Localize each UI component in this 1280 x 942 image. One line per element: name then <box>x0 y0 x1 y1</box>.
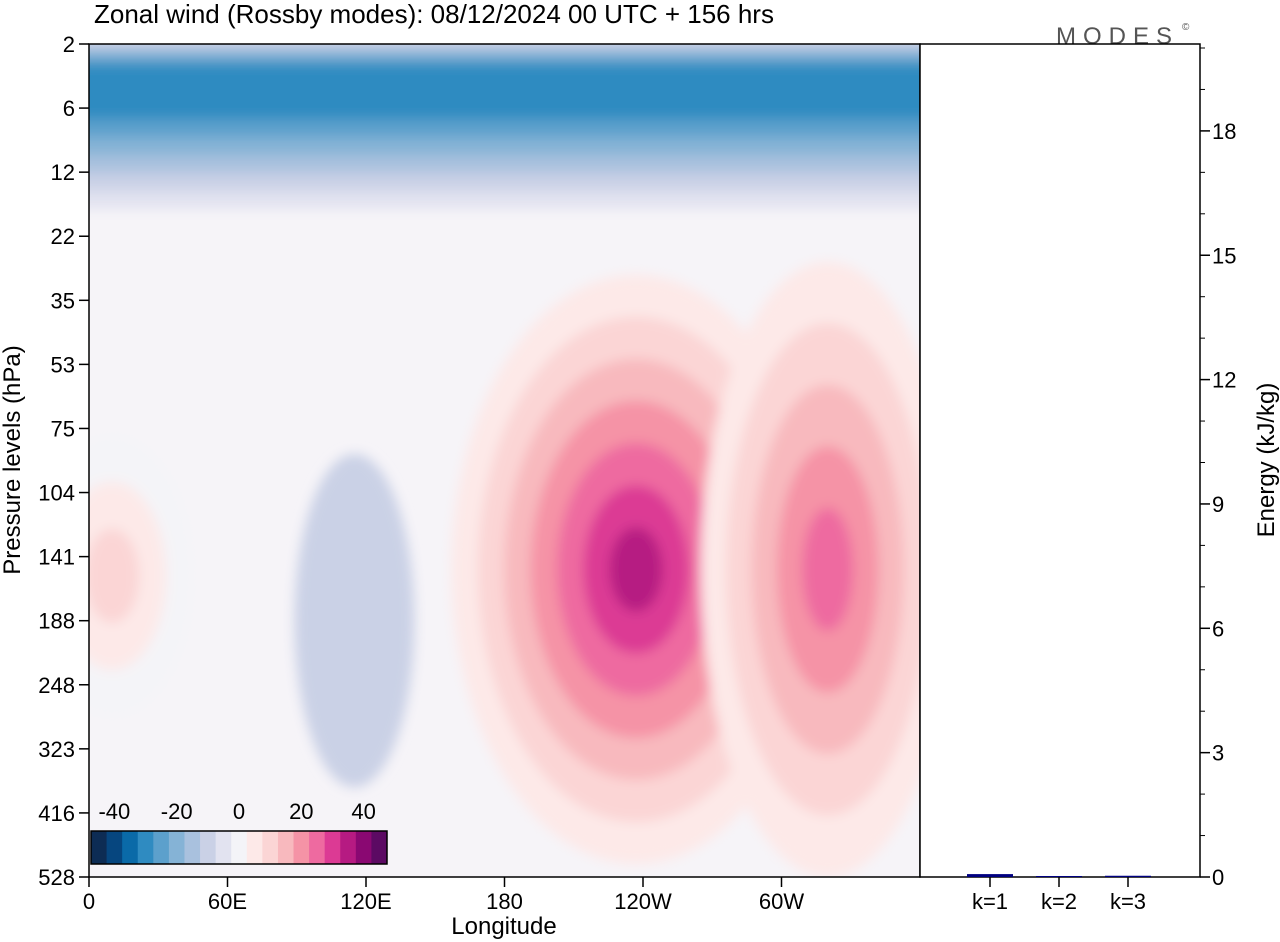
colorbar-swatch <box>168 831 185 864</box>
energy-tick-label: 3 <box>1212 741 1224 766</box>
pressure-tick-label: 53 <box>51 352 75 377</box>
heatmap-contours <box>89 44 920 877</box>
energy-axis-label: Energy (kJ/kg) <box>1253 383 1280 538</box>
wavenumber-label: k=1 <box>972 889 1008 914</box>
colorbar-tick-label: -40 <box>98 799 130 824</box>
heatmap-field <box>89 44 920 877</box>
colorbar-swatch <box>200 831 217 864</box>
colorbar-swatch <box>355 831 372 864</box>
colorbar-swatch <box>277 831 295 864</box>
colorbar-tick-label: 40 <box>351 799 375 824</box>
x-axis-label: Longitude <box>451 913 556 940</box>
energy-bars <box>967 874 1151 877</box>
colorbar-swatch <box>293 831 310 864</box>
colorbar-frame <box>90 830 388 865</box>
energy-tick-label: 9 <box>1212 492 1224 517</box>
colorbar-tick-label: 0 <box>233 799 245 824</box>
pressure-tick-label: 75 <box>51 416 75 441</box>
pressure-tick-label: 2 <box>63 32 75 57</box>
chart-title: Zonal wind (Rossby modes): 08/12/2024 00… <box>94 0 774 29</box>
energy-bar <box>967 874 1013 877</box>
wavenumber-labels: k=1 k=2 k=3 <box>972 877 1146 914</box>
colorbar-swatch <box>106 831 123 864</box>
longitude-tick-label: 120E <box>340 889 391 914</box>
longitude-tick-label: 0 <box>83 889 95 914</box>
wind-contour <box>294 454 415 788</box>
colorbar-swatch <box>122 831 139 864</box>
energy-bar <box>1105 875 1151 877</box>
colorbar-tick-label: -20 <box>161 799 193 824</box>
energy-tick-label: 15 <box>1212 243 1236 268</box>
energy-tick-label: 12 <box>1212 368 1236 393</box>
longitude-tick-label: 180 <box>486 889 523 914</box>
colorbar-swatch <box>262 831 279 864</box>
colorbar: -40 -20 0 20 40 <box>90 799 388 865</box>
energy-panel-frame <box>919 43 1201 878</box>
wind-contour <box>89 528 140 623</box>
longitude-tick-label: 120W <box>614 889 672 914</box>
pressure-tick-label: 6 <box>63 96 75 121</box>
colorbar-swatch <box>371 831 388 864</box>
energy-tick-label: 18 <box>1212 119 1236 144</box>
colorbar-swatch <box>340 831 357 864</box>
pressure-tick-label: 12 <box>51 160 75 185</box>
colorbar-swatch <box>309 831 326 864</box>
colorbar-tick-label: 20 <box>289 799 313 824</box>
longitude-tick-label: 60E <box>208 889 247 914</box>
energy-axis: 0 3 6 9 12 15 18 <box>1200 47 1236 890</box>
colorbar-swatch <box>246 831 263 864</box>
pressure-tick-label: 22 <box>51 224 75 249</box>
pressure-tick-label: 416 <box>38 801 75 826</box>
colorbar-swatch <box>231 831 248 864</box>
longitude-axis: 0 60E 120E 180 120W 60W <box>83 877 804 914</box>
energy-bar <box>1036 876 1082 877</box>
pressure-axis: 2 6 12 22 35 53 75 104 141 188 248 323 416 528 <box>38 32 89 890</box>
wavenumber-label: k=3 <box>1110 889 1146 914</box>
pressure-tick-label: 323 <box>38 737 75 762</box>
colorbar-swatch <box>153 831 170 864</box>
pressure-tick-label: 35 <box>51 288 75 313</box>
colorbar-swatch <box>137 831 154 864</box>
brand-mark: © <box>1182 22 1190 33</box>
easterly-band-contour <box>89 64 920 119</box>
pressure-tick-label: 248 <box>38 673 75 698</box>
pressure-tick-label: 141 <box>38 545 75 570</box>
longitude-tick-label: 60W <box>759 889 804 914</box>
wavenumber-label: k=2 <box>1041 889 1077 914</box>
colorbar-swatch <box>324 831 341 864</box>
colorbar-swatch <box>215 831 232 864</box>
energy-tick-label: 0 <box>1212 865 1224 890</box>
pressure-tick-label: 188 <box>38 609 75 634</box>
colorbar-swatch <box>184 831 201 864</box>
wind-contour <box>802 507 854 631</box>
wind-contour <box>609 527 663 612</box>
energy-tick-label: 6 <box>1212 616 1224 641</box>
colorbar-swatch <box>91 831 108 864</box>
pressure-tick-label: 528 <box>38 865 75 890</box>
pressure-tick-label: 104 <box>38 481 75 506</box>
y-axis-label: Pressure levels (hPa) <box>0 345 26 574</box>
